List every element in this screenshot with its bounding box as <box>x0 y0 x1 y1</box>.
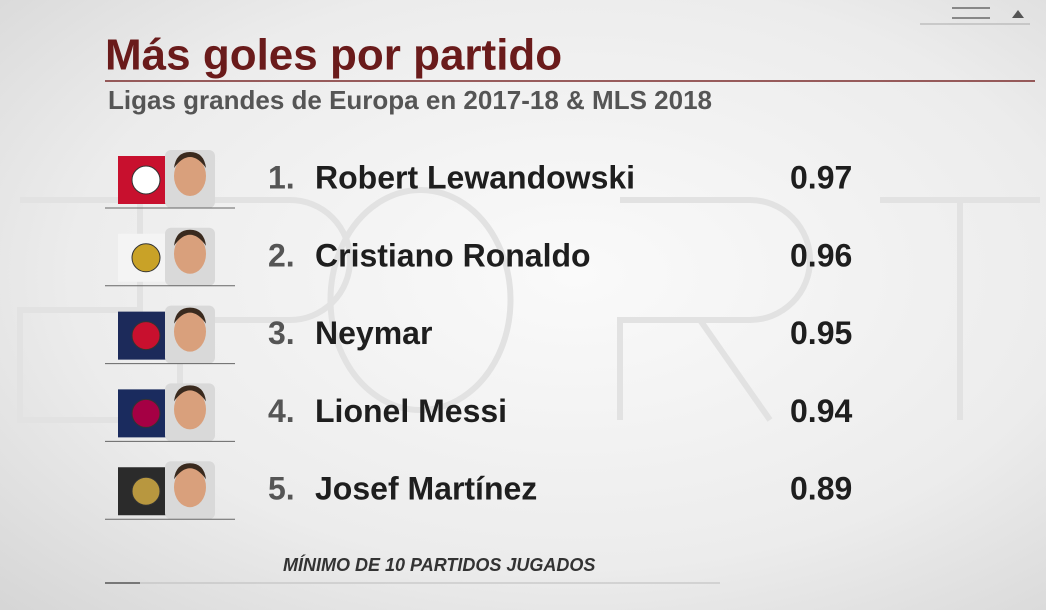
player-hair <box>174 307 206 324</box>
player-hair <box>174 152 206 168</box>
player-face <box>174 467 206 508</box>
player-name: Robert Lewandowski <box>315 159 635 195</box>
ranking: 1. Robert Lewandowski 0.97 2. Cristiano Rona… <box>105 150 852 520</box>
player-name: Neymar <box>315 315 432 351</box>
subtitle: Ligas grandes de Europa en 2017-18 & MLS… <box>108 85 712 115</box>
row: 2. Cristiano Ronaldo 0.96 <box>105 227 852 287</box>
club-crest <box>131 476 161 506</box>
goals-per-game: 0.89 <box>790 471 852 507</box>
rank: 5. <box>268 471 295 507</box>
player-hair <box>174 463 206 480</box>
club-crest <box>131 243 161 273</box>
player-name: Cristiano Ronaldo <box>315 237 591 273</box>
player-name: Josef Martínez <box>315 471 537 507</box>
rank: 1. <box>268 159 295 195</box>
arrow-icon <box>1012 10 1024 18</box>
player-hair <box>174 385 206 402</box>
row: 5. Josef Martínez 0.89 <box>105 461 852 520</box>
club-crest <box>131 321 161 351</box>
player-hair <box>174 229 206 246</box>
menu-icon <box>952 7 990 19</box>
goals-per-game: 0.97 <box>790 159 852 195</box>
footnote: MÍNIMO DE 10 PARTIDOS JUGADOS <box>283 554 595 575</box>
rank: 2. <box>268 237 295 273</box>
player-face <box>174 156 206 196</box>
rank: 4. <box>268 393 295 429</box>
club-crest <box>131 398 161 428</box>
rank: 3. <box>268 315 295 351</box>
row: 3. Neymar 0.95 <box>105 305 852 365</box>
player-face <box>174 389 206 430</box>
goals-per-game: 0.96 <box>790 237 852 273</box>
goals-per-game: 0.95 <box>790 315 852 351</box>
player-name: Lionel Messi <box>315 393 507 429</box>
player-face <box>174 311 206 352</box>
club-crest <box>131 165 161 195</box>
player-face <box>174 233 206 274</box>
row: 1. Robert Lewandowski 0.97 <box>105 150 852 209</box>
title: Más goles por partido <box>105 31 562 80</box>
goals-per-game: 0.94 <box>790 393 852 429</box>
row: 4. Lionel Messi 0.94 <box>105 383 852 442</box>
